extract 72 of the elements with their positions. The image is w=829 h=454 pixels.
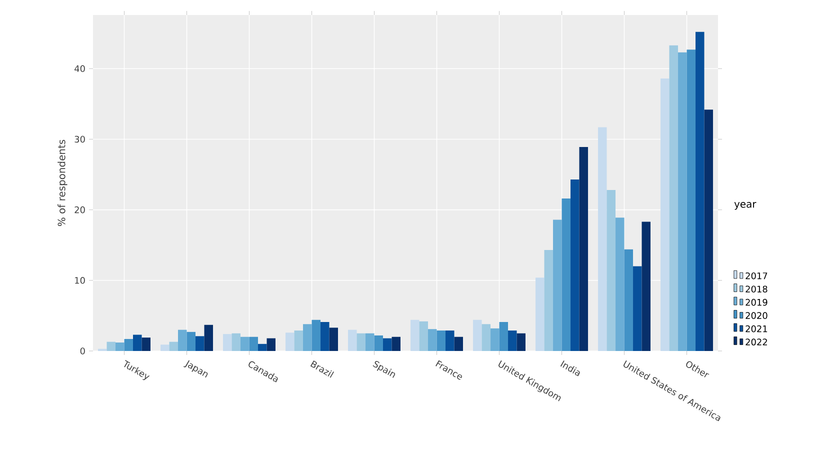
bar bbox=[356, 333, 366, 351]
y-tick-label: 30 bbox=[74, 136, 85, 143]
bar bbox=[374, 335, 384, 351]
bar bbox=[142, 338, 151, 351]
bar bbox=[196, 336, 204, 351]
bar bbox=[249, 336, 258, 351]
bar bbox=[616, 218, 624, 351]
bar bbox=[579, 146, 588, 351]
bar bbox=[633, 266, 642, 351]
bar bbox=[669, 45, 678, 351]
bar bbox=[392, 336, 401, 351]
bar bbox=[419, 321, 428, 351]
bar bbox=[204, 324, 214, 351]
bar bbox=[303, 324, 312, 351]
legend-label: 2019 bbox=[746, 298, 768, 306]
bar bbox=[598, 127, 607, 351]
bar bbox=[329, 328, 338, 351]
bar bbox=[570, 179, 580, 351]
legend-title: year bbox=[734, 202, 756, 210]
bar bbox=[436, 330, 446, 351]
bar bbox=[660, 78, 670, 351]
bar bbox=[160, 344, 170, 351]
y-tick-label: 20 bbox=[74, 206, 85, 214]
bar bbox=[106, 342, 116, 351]
bar bbox=[348, 330, 357, 351]
bar bbox=[473, 320, 482, 351]
bar bbox=[240, 336, 250, 351]
bar bbox=[508, 330, 517, 351]
bar bbox=[258, 344, 267, 351]
bar bbox=[223, 334, 232, 351]
bar bbox=[544, 250, 554, 351]
bar bbox=[366, 333, 374, 351]
legend-label: 2022 bbox=[746, 338, 767, 346]
bar bbox=[536, 278, 544, 351]
bar bbox=[428, 329, 437, 351]
bar bbox=[124, 338, 134, 351]
bar bbox=[624, 249, 634, 351]
bar bbox=[490, 328, 500, 351]
bar bbox=[116, 342, 124, 351]
bar bbox=[516, 333, 526, 351]
bar bbox=[186, 332, 196, 351]
bar bbox=[454, 336, 464, 351]
bar bbox=[286, 332, 294, 351]
bar bbox=[704, 110, 714, 351]
bar bbox=[178, 330, 187, 351]
bar bbox=[383, 338, 392, 351]
bar bbox=[410, 320, 420, 351]
bar bbox=[133, 334, 142, 351]
bar bbox=[232, 333, 241, 351]
y-axis-title: % of respondents bbox=[58, 140, 68, 226]
bar bbox=[169, 342, 178, 351]
bar bbox=[686, 50, 696, 351]
bar bbox=[562, 198, 571, 351]
bar bbox=[678, 52, 687, 351]
bar bbox=[553, 220, 562, 351]
bar bbox=[606, 190, 616, 351]
y-tick-label: 10 bbox=[75, 277, 85, 284]
bar bbox=[312, 320, 321, 351]
bar bbox=[320, 322, 330, 351]
legend-label: 2020 bbox=[746, 312, 768, 319]
bar bbox=[696, 32, 704, 351]
bar bbox=[499, 322, 508, 351]
bar bbox=[446, 330, 454, 351]
bar bbox=[482, 324, 491, 351]
legend-label: 2018 bbox=[746, 286, 768, 292]
bar bbox=[266, 338, 276, 351]
bar bbox=[642, 222, 651, 351]
bar bbox=[294, 330, 304, 351]
legend-label: 2017 bbox=[746, 272, 768, 280]
legend-label: 2021 bbox=[746, 325, 768, 332]
y-tick-label: 0 bbox=[80, 348, 85, 354]
y-tick-label: 40 bbox=[74, 65, 85, 72]
